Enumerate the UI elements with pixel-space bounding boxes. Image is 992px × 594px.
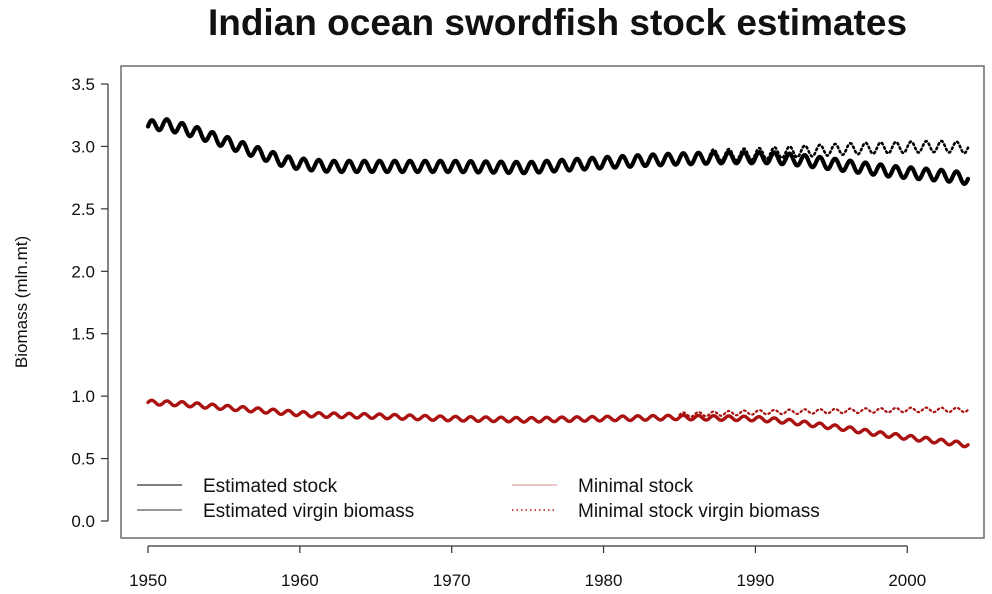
- series-lines: [145, 117, 971, 449]
- y-tick-label: 2.5: [71, 200, 95, 219]
- x-tick-label: 2000: [888, 571, 926, 590]
- plot-frame: [120, 65, 985, 539]
- legend-label: Estimated stock: [203, 476, 338, 497]
- y-tick-label: 3.5: [71, 75, 95, 94]
- series-line-1: [145, 117, 971, 186]
- x-tick-label: 1970: [433, 571, 471, 590]
- legend-label: Minimal stock virgin biomass: [578, 501, 820, 522]
- x-tick-label: 1950: [129, 571, 167, 590]
- legend-label: Minimal stock: [578, 476, 694, 497]
- y-tick-label: 0.5: [71, 450, 95, 469]
- y-tick-label: 1.0: [71, 387, 95, 406]
- series-line-4: [678, 406, 970, 418]
- axes: 1950 1960 1970 1980 1990 2000 0.0 0.5 1.0 1.5 2.0 2…: [71, 75, 926, 590]
- x-tick-label: 1960: [281, 571, 319, 590]
- y-tick-label: 1.5: [71, 325, 95, 344]
- series-line-2: [708, 139, 970, 162]
- legend: Estimated stock Estimated virgin biomass M…: [137, 476, 820, 522]
- legend-label: Estimated virgin biomass: [203, 501, 414, 522]
- y-tick-label: 2.0: [71, 262, 95, 281]
- y-axis-title: Biomass (mln.mt): [12, 236, 31, 368]
- chart-title: Indian ocean swordfish stock estimates: [207, 2, 908, 43]
- y-tick-label: 0.0: [71, 512, 95, 531]
- y-tick-label: 3.0: [71, 137, 95, 156]
- series-line-3: [146, 398, 970, 449]
- x-tick-label: 1980: [585, 571, 623, 590]
- x-tick-label: 1990: [736, 571, 774, 590]
